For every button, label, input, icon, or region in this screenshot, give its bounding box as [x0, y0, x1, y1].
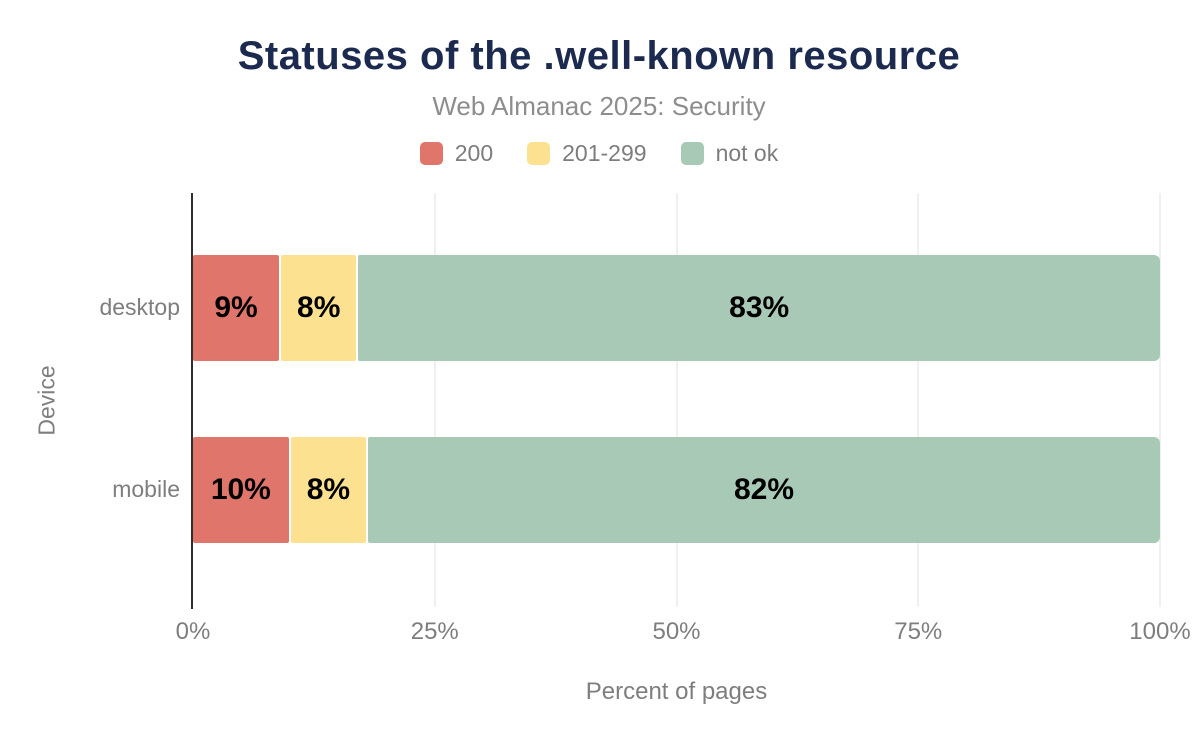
- legend-label: 200: [454, 140, 494, 166]
- category-label-desktop: desktop: [99, 294, 180, 320]
- bar-value-label: 83%: [729, 291, 790, 324]
- bar-segment-desktop-200: 9%: [193, 255, 280, 361]
- gridline-50: [675, 193, 678, 607]
- bar-row-mobile: 10% 8% 82%: [193, 437, 1160, 543]
- bar-segment-desktop-201-299: 8%: [281, 255, 357, 361]
- bar-row-desktop: 9% 8% 83%: [193, 255, 1160, 361]
- bar-segment-mobile-201-299: 8%: [290, 437, 367, 543]
- bar-value-label: 9%: [214, 291, 258, 324]
- x-tick-label-50: 50%: [652, 618, 701, 645]
- legend-swatch-200: [419, 142, 443, 165]
- legend-item-200[interactable]: 200: [419, 140, 494, 167]
- x-tick-label-25: 25%: [410, 618, 459, 645]
- legend-label: not ok: [715, 140, 779, 166]
- bar-value-label: 8%: [297, 291, 341, 324]
- gridline-100: [1159, 193, 1161, 607]
- x-tick-label-0: 0%: [175, 618, 211, 645]
- chart-title: Statuses of the .well-known resource: [237, 34, 961, 78]
- x-tick-label-100: 100%: [1129, 618, 1191, 645]
- x-tick-label-75: 75%: [894, 618, 943, 645]
- legend-swatch-201-299: [527, 142, 551, 165]
- bar-value-label: 82%: [733, 473, 795, 506]
- gridline-25: [433, 193, 436, 607]
- bar-segment-mobile-not-ok: 82%: [368, 437, 1160, 543]
- legend: 200 201-299 not ok: [0, 140, 1198, 167]
- x-axis-title: Percent of pages: [585, 678, 768, 705]
- bar-segment-mobile-200: 10%: [193, 437, 289, 543]
- legend-swatch-not-ok: [680, 142, 704, 165]
- bar-segment-desktop-not-ok: 83%: [358, 255, 1160, 361]
- category-label-mobile: mobile: [112, 476, 180, 502]
- legend-label: 201-299: [562, 140, 647, 166]
- chart-subtitle: Web Almanac 2025: Security: [432, 91, 766, 121]
- y-axis-title: Device: [33, 365, 60, 436]
- bar-value-label: 8%: [306, 473, 351, 506]
- gridline-75: [917, 193, 920, 607]
- legend-item-not-ok[interactable]: not ok: [680, 140, 779, 167]
- legend-item-201-299[interactable]: 201-299: [527, 140, 647, 167]
- bar-value-label: 10%: [210, 473, 271, 506]
- y-axis-line: [191, 193, 193, 609]
